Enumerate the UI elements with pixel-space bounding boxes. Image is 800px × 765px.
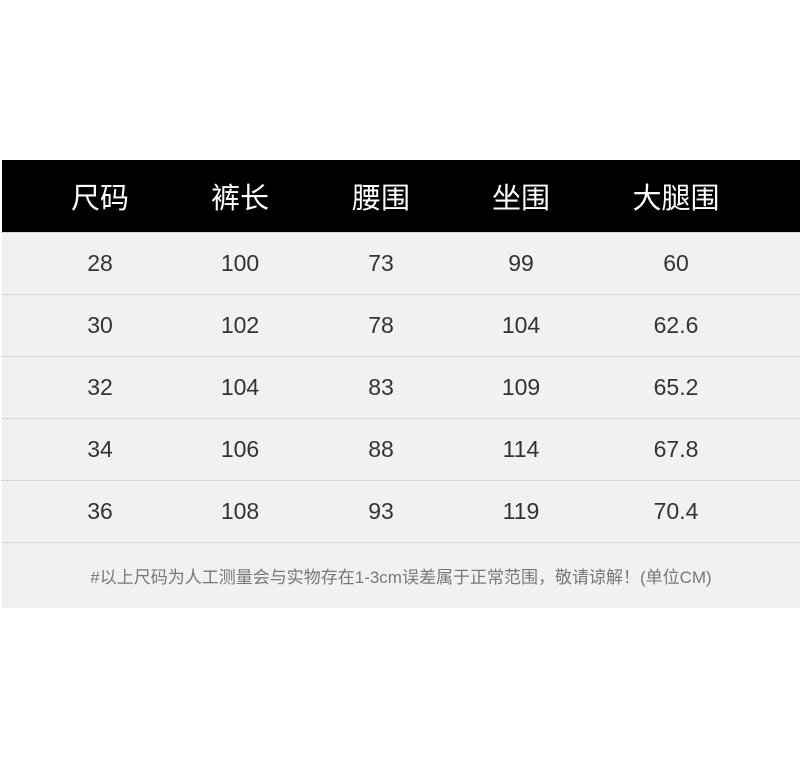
table-cell: 78 [368,312,394,338]
table-cell: 104 [220,374,260,400]
table-cell: 108 [220,498,260,524]
table-cell: 109 [501,374,541,400]
table-cell: 60 [663,250,689,276]
table-cell: 34 [87,436,113,462]
header-cell-waist: 腰围 [351,183,410,215]
table-cell: 36 [87,498,113,524]
table-cell: 30 [87,312,113,338]
table-header: 尺码 裤长 腰围 坐围 大腿围 [2,160,800,232]
header-cell-length: 裤长 [210,183,269,215]
table-cell: 93 [368,498,394,524]
table-cell: 102 [220,312,260,338]
table-row: 34 106 88 114 67.8 [2,418,800,480]
table-cell: 100 [220,250,260,276]
table-row: 30 102 78 104 62.6 [2,294,800,356]
table-cell: 67.8 [653,436,699,462]
table-cell: 119 [502,498,540,524]
table-cell: 28 [87,250,113,276]
measurement-note: #以上尺码为人工测量会与实物存在1-3cm误差属于正常范围，敬请谅解！(单位CM… [2,542,800,608]
table-row: 32 104 83 109 65.2 [2,356,800,418]
table-cell: 88 [368,436,394,462]
table-cell: 32 [87,374,113,400]
table-cell: 99 [508,250,534,276]
table-cell: 65.2 [653,374,699,400]
table-row: 36 108 93 119 70.4 [2,480,800,542]
table-cell: 106 [220,436,260,462]
header-cell-thigh: 大腿围 [632,183,720,215]
table-cell: 62.6 [653,312,699,338]
table-cell: 73 [368,250,394,276]
header-cell-hip: 坐围 [491,183,550,215]
table-cell: 70.4 [653,498,699,524]
table-cell: 83 [368,374,394,400]
table-cell: 104 [501,312,541,338]
size-table: 尺码 裤长 腰围 坐围 大腿围 28 100 73 99 60 30 102 78 104 62.… [2,160,800,608]
header-cell-size: 尺码 [70,183,129,215]
table-row: 28 100 73 99 60 [2,232,800,294]
table-cell: 114 [502,436,540,462]
